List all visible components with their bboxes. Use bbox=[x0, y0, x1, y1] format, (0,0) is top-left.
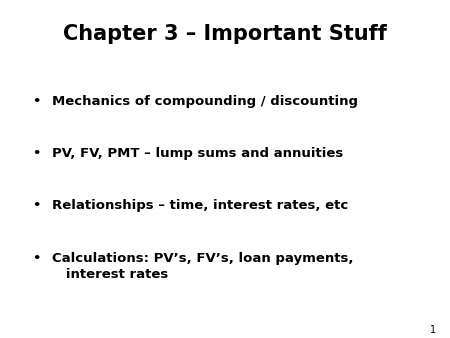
Text: 1: 1 bbox=[430, 324, 436, 335]
Text: •: • bbox=[32, 252, 40, 265]
Text: Mechanics of compounding / discounting: Mechanics of compounding / discounting bbox=[52, 95, 358, 107]
Text: PV, FV, PMT – lump sums and annuities: PV, FV, PMT – lump sums and annuities bbox=[52, 147, 343, 160]
Text: Chapter 3 – Important Stuff: Chapter 3 – Important Stuff bbox=[63, 24, 387, 44]
Text: •: • bbox=[32, 95, 40, 107]
Text: •: • bbox=[32, 147, 40, 160]
Text: •: • bbox=[32, 199, 40, 212]
Text: Relationships – time, interest rates, etc: Relationships – time, interest rates, et… bbox=[52, 199, 348, 212]
Text: Calculations: PV’s, FV’s, loan payments,
   interest rates: Calculations: PV’s, FV’s, loan payments,… bbox=[52, 252, 353, 281]
